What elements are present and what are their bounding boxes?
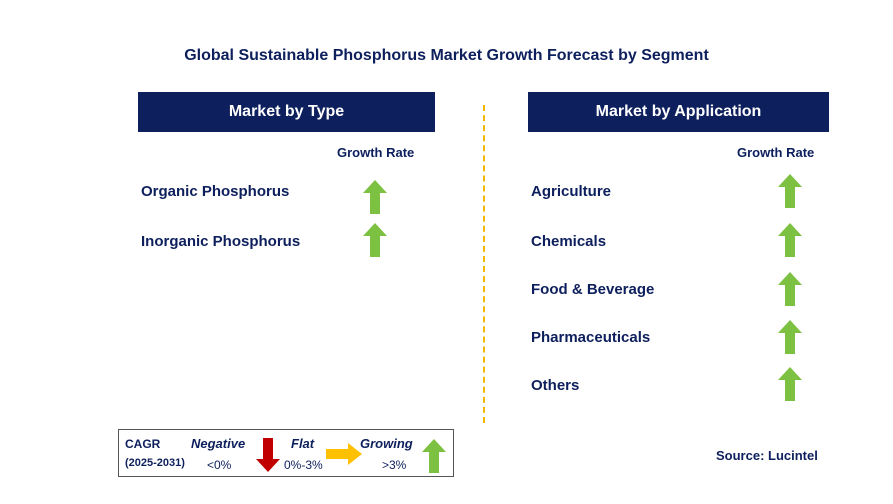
application-growth-rate-label: Growth Rate [737, 145, 815, 160]
up-arrow-icon [363, 223, 387, 257]
up-arrow-icon [778, 223, 802, 257]
legend-negative-range: <0% [207, 458, 232, 472]
type-growth-rate-label: Growth Rate [337, 145, 415, 160]
segment-inorganic-phosphorus: Inorganic Phosphorus [141, 233, 301, 250]
page-title: Global Sustainable Phosphorus Market Gro… [184, 47, 709, 64]
up-arrow-icon [778, 272, 802, 306]
segment-chemicals: Chemicals [531, 233, 607, 250]
up-arrow-icon [778, 367, 802, 401]
down-arrow-icon [256, 438, 280, 472]
up-arrow-icon [778, 174, 802, 208]
segment-agriculture: Agriculture [531, 183, 612, 200]
legend-flat-label: Flat [291, 436, 315, 451]
legend-flat-range: 0%-3% [284, 458, 323, 472]
segment-pharmaceuticals: Pharmaceuticals [531, 329, 651, 346]
type-panel-header: Market by Type [138, 92, 435, 132]
up-arrow-icon [422, 439, 446, 473]
segment-food-beverage: Food & Beverage [531, 281, 655, 298]
legend-negative-label: Negative [191, 436, 246, 451]
legend-growing-label: Growing [360, 436, 413, 451]
source-note: Source: Lucintel [716, 448, 818, 463]
segment-organic-phosphorus: Organic Phosphorus [141, 183, 290, 200]
application-panel-header: Market by Application [528, 92, 829, 132]
cagr-legend: CAGR (2025-2031) Negative <0% Flat 0%-3%… [118, 429, 454, 477]
panel-divider [483, 105, 485, 423]
legend-growing-range: >3% [382, 458, 407, 472]
up-arrow-icon [778, 320, 802, 354]
segment-others: Others [531, 377, 580, 394]
up-arrow-icon [363, 180, 387, 214]
legend-period: (2025-2031) [125, 457, 185, 469]
legend-cagr-label: CAGR [125, 437, 161, 451]
right-arrow-icon [326, 443, 362, 465]
